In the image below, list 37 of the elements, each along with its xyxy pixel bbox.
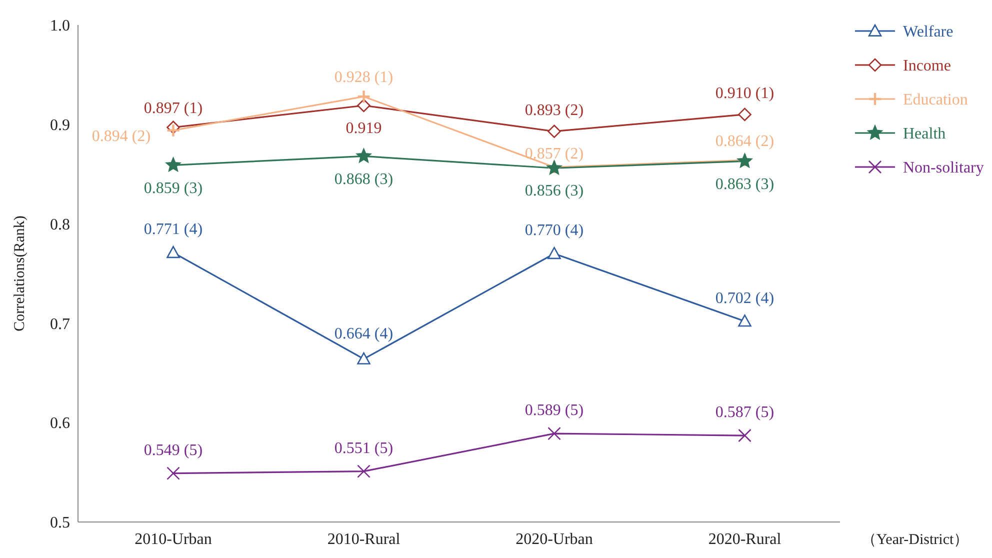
data-label: 0.897 (1) xyxy=(144,100,203,117)
legend-label: Health xyxy=(903,126,946,143)
data-label: 0.856 (3) xyxy=(524,182,584,200)
data-label: 0.664 (4) xyxy=(334,326,394,343)
x-tick-label: 2020-Urban xyxy=(516,531,593,548)
data-label: 0.702 (4) xyxy=(715,290,774,307)
y-tick-label: 0.6 xyxy=(50,415,70,432)
data-label: 0.919 xyxy=(346,120,382,138)
x-tick-label: 2010-Urban xyxy=(134,531,212,548)
data-label: 0.928 (1) xyxy=(334,69,394,86)
y-tick-label: 0.7 xyxy=(50,316,70,333)
legend-label: Education xyxy=(903,92,968,109)
x-tick-label: 2010-Rural xyxy=(327,531,401,548)
y-tick-label: 1.0 xyxy=(50,18,70,35)
legend-label: Welfare xyxy=(903,24,954,41)
data-label: 0.864 (2) xyxy=(715,132,774,150)
data-label: 0.771 (4) xyxy=(144,221,203,238)
y-axis-title: Correlations(Rank) xyxy=(12,216,28,332)
y-tick-label: 0.8 xyxy=(50,216,70,234)
data-label: 0.894 (2) xyxy=(92,128,151,145)
data-label: 0.863 (3) xyxy=(715,176,774,193)
legend-label: Income xyxy=(903,58,951,75)
data-label: 0.910 (1) xyxy=(715,85,774,102)
x-axis-title: （Year-District） xyxy=(861,532,969,548)
data-label: 0.770 (4) xyxy=(524,222,584,240)
data-label: 0.589 (5) xyxy=(524,402,584,420)
data-label: 0.857 (2) xyxy=(524,146,584,163)
x-tick-label: 2020-Rural xyxy=(708,531,782,548)
data-label: 0.551 (5) xyxy=(334,440,394,457)
data-label: 0.859 (3) xyxy=(144,180,203,197)
y-tick-label: 0.5 xyxy=(50,514,70,532)
data-label: 0.893 (2) xyxy=(524,102,584,119)
legend-label: Non-solitary xyxy=(903,160,984,177)
data-label: 0.587 (5) xyxy=(715,404,774,422)
data-label: 0.868 (3) xyxy=(334,170,394,188)
data-label: 0.549 (5) xyxy=(144,442,203,459)
y-tick-label: 0.9 xyxy=(50,117,70,134)
